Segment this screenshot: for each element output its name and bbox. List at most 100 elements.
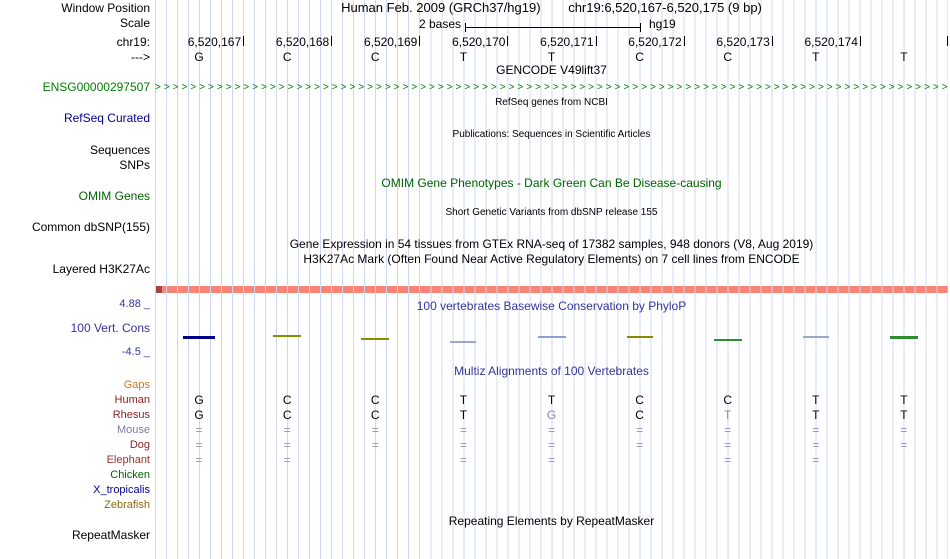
multiz-species-mouse[interactable]: Mouse xyxy=(116,424,150,436)
reference-base: C xyxy=(282,50,292,64)
reference-base: C xyxy=(723,50,733,64)
alignment-cell: T xyxy=(724,408,732,422)
multiz-species-chicken[interactable]: Chicken xyxy=(110,469,150,481)
reference-base: T xyxy=(547,50,556,64)
alignment-cell: T xyxy=(812,408,820,422)
track-title-repeatmasker[interactable]: Repeating Elements by RepeatMasker xyxy=(448,514,655,528)
alignment-cell: = xyxy=(195,438,203,452)
alignment-cell: = xyxy=(195,423,203,437)
alignment-cell: T xyxy=(547,393,556,407)
alignment-cell: = xyxy=(371,438,379,452)
ruler-tick xyxy=(595,36,597,46)
alignment-cell: = xyxy=(283,438,291,452)
reference-base: T xyxy=(900,50,908,64)
ruler-tick xyxy=(507,36,509,46)
multiz-species-x-tropicalis[interactable]: X_tropicalis xyxy=(93,484,150,496)
track-label-snps[interactable]: SNPs xyxy=(119,158,150,172)
alignment-cell: = xyxy=(459,453,467,467)
alignment-cell: = xyxy=(371,423,379,437)
phylop-mark xyxy=(889,336,918,339)
phylop-mark xyxy=(273,335,302,337)
scale-bar-right-tick xyxy=(640,23,641,32)
alignment-cell: C xyxy=(635,408,644,422)
track-label-omim-genes[interactable]: OMIM Genes xyxy=(78,189,150,203)
track-title-omim[interactable]: OMIM Gene Phenotypes - Dark Green Can Be… xyxy=(381,176,722,190)
alignment-cell: T xyxy=(812,393,820,407)
alignment-cell: = xyxy=(900,438,908,452)
track-label-sequences[interactable]: Sequences xyxy=(89,143,150,157)
scale-assembly: hg19 xyxy=(649,17,676,31)
multiz-species-elephant[interactable]: Elephant xyxy=(106,454,150,466)
alignment-cell: = xyxy=(812,453,820,467)
phylop-mark xyxy=(450,341,477,343)
label-scale: Scale xyxy=(119,16,150,30)
alignment-cell: G xyxy=(546,408,557,422)
alignment-cell: = xyxy=(547,423,555,437)
alignment-cell: = xyxy=(636,423,644,437)
track-label-layered-h3k27ac[interactable]: Layered H3K27Ac xyxy=(52,262,150,276)
multiz-species-gaps[interactable]: Gaps xyxy=(123,379,150,391)
track-title-publications[interactable]: Publications: Sequences in Scientific Ar… xyxy=(452,129,651,140)
alignment-cell: = xyxy=(283,453,291,467)
ruler-position-label: 6,520,169 xyxy=(363,35,418,49)
track-label-repeatmasker[interactable]: RepeatMasker xyxy=(71,528,150,542)
phylop-mark xyxy=(626,336,653,338)
phylop-mark xyxy=(361,338,390,340)
alignment-cell: = xyxy=(459,423,467,437)
track-label-common-dbsnp[interactable]: Common dbSNP(155) xyxy=(31,220,150,234)
alignment-cell: C xyxy=(370,408,380,422)
window-position-header: Human Feb. 2009 (GRCh37/hg19) chr19:6,52… xyxy=(155,1,948,14)
ruler-position-label: 6,520,168 xyxy=(275,35,330,49)
phylop-mark xyxy=(802,336,829,338)
alignment-cell: G xyxy=(194,393,204,407)
track-title-refseq[interactable]: RefSeq genes from NCBI xyxy=(495,97,608,108)
track-label-100-vert-cons[interactable]: 100 Vert. Cons xyxy=(70,321,150,335)
reference-base: C xyxy=(370,50,380,64)
phylop-mark xyxy=(183,336,216,339)
label-chrom: chr19: xyxy=(116,35,150,49)
alignment-cell: = xyxy=(636,438,644,452)
ruler-tick xyxy=(419,36,421,46)
track-title-h3k27ac[interactable]: H3K27Ac Mark (Often Found Near Active Re… xyxy=(303,252,800,266)
reference-base: T xyxy=(812,50,820,64)
alignment-cell: T xyxy=(459,408,468,422)
multiz-species-zebrafish[interactable]: Zebrafish xyxy=(104,499,150,511)
ruler-position-label: 6,520,174 xyxy=(804,35,858,49)
track-label-column: Window Position Scale chr19: ---> ENSG00… xyxy=(0,0,152,559)
alignment-cell: = xyxy=(547,438,555,452)
track-label-gencode-item[interactable]: ENSG00000297507 xyxy=(42,80,150,94)
ruler-position-label: 6,520,172 xyxy=(628,35,682,49)
track-title-gencode[interactable]: GENCODE V49lift37 xyxy=(496,63,607,77)
reference-base: G xyxy=(194,50,204,64)
multiz-species-human[interactable]: Human xyxy=(114,394,150,406)
ruler-position-label: 6,520,167 xyxy=(187,35,242,49)
alignment-cell: G xyxy=(194,408,204,422)
ruler-position-label: 6,520,171 xyxy=(540,35,594,49)
track-title-multiz[interactable]: Multiz Alignments of 100 Vertebrates xyxy=(454,364,649,378)
alignment-cell: = xyxy=(900,423,908,437)
alignment-cell: = xyxy=(459,438,467,452)
ruler-tick xyxy=(771,36,773,46)
multiz-species-rhesus[interactable]: Rhesus xyxy=(112,409,150,421)
alignment-cell: T xyxy=(900,393,908,407)
alignment-cell: C xyxy=(282,408,292,422)
ruler-position-label: 6,520,173 xyxy=(716,35,770,49)
track-title-dbsnp[interactable]: Short Genetic Variants from dbSNP releas… xyxy=(445,207,658,218)
label-strand-direction: ---> xyxy=(131,50,150,64)
alignment-cell: = xyxy=(812,423,820,437)
scale-bar-line xyxy=(465,27,641,28)
reference-base: T xyxy=(459,50,468,64)
phylop-mark xyxy=(713,339,742,341)
track-label-refseq-curated[interactable]: RefSeq Curated xyxy=(63,111,150,125)
alignment-cell: C xyxy=(282,393,292,407)
alignment-cell: T xyxy=(900,408,908,422)
multiz-species-dog[interactable]: Dog xyxy=(129,439,150,451)
label-window-position: Window Position xyxy=(61,1,150,15)
track-title-gtex[interactable]: Gene Expression in 54 tissues from GTEx … xyxy=(289,237,814,251)
alignment-cell: T xyxy=(459,393,468,407)
gencode-transcript-arrows[interactable]: >>>>>>>>>>>>>>>>>>>>>>>>>>>>>>>>>>>>>>>>… xyxy=(155,82,948,93)
phylop-axis-max: 4.88 _ xyxy=(119,298,150,310)
alignment-cell: C xyxy=(635,393,644,407)
track-title-phylop[interactable]: 100 vertebrates Basewise Conservation by… xyxy=(416,299,687,313)
